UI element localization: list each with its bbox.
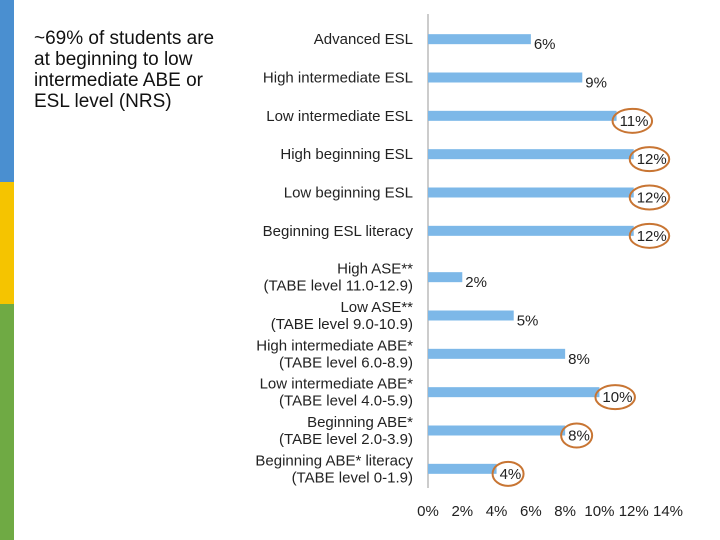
category-label: High beginning ESL xyxy=(280,146,413,163)
category-label: High ASE** xyxy=(337,261,413,278)
x-tick-label: 8% xyxy=(554,503,576,520)
data-label: 12% xyxy=(637,228,667,245)
x-tick-label: 6% xyxy=(520,503,542,520)
category-label: High intermediate ABE* xyxy=(256,337,413,354)
x-tick-label: 4% xyxy=(486,503,508,520)
category-label: Low ASE** xyxy=(340,299,413,316)
highlight-circle xyxy=(628,222,671,249)
category-label: Beginning ABE* literacy xyxy=(255,452,413,469)
data-label: 8% xyxy=(568,351,590,368)
highlight-circle xyxy=(560,422,594,449)
data-label: 10% xyxy=(602,389,632,406)
category-label: Beginning ESL literacy xyxy=(263,223,414,240)
highlight-circle xyxy=(628,146,671,173)
category-label: Low intermediate ESL xyxy=(266,108,413,125)
data-label: 6% xyxy=(534,36,556,53)
x-tick-label: 12% xyxy=(619,503,649,520)
data-label: 12% xyxy=(637,190,667,207)
accent-bar-green xyxy=(0,304,14,540)
x-tick-label: 10% xyxy=(584,503,614,520)
highlight-circle xyxy=(611,107,654,134)
bar xyxy=(428,149,634,160)
bar xyxy=(428,425,566,436)
data-label: 4% xyxy=(500,466,522,483)
accent-bar-blue xyxy=(0,0,14,182)
category-label: High intermediate ESL xyxy=(263,70,413,87)
bar xyxy=(428,110,617,121)
data-label: 9% xyxy=(585,75,607,92)
data-label: 12% xyxy=(637,151,667,168)
bar xyxy=(428,225,634,236)
category-label: Beginning ABE* xyxy=(307,414,413,431)
category-label: Advanced ESL xyxy=(314,31,413,48)
data-label: 2% xyxy=(465,274,487,291)
category-label: (TABE level 4.0-5.9) xyxy=(279,393,413,410)
category-label: (TABE level 11.0-12.9) xyxy=(263,278,413,295)
x-tick-label: 2% xyxy=(451,503,473,520)
x-tick-label: 14% xyxy=(653,503,683,520)
bar xyxy=(428,310,514,321)
bar xyxy=(428,272,463,283)
bar xyxy=(428,463,497,474)
category-label: (TABE level 2.0-3.9) xyxy=(279,431,413,448)
accent-bar-yellow xyxy=(0,182,14,304)
bar xyxy=(428,187,634,198)
x-tick-label: 0% xyxy=(417,503,439,520)
category-label: (TABE level 0-1.9) xyxy=(292,469,413,486)
chart-panel xyxy=(236,0,720,540)
highlight-circle xyxy=(628,184,671,211)
bar xyxy=(428,72,583,83)
highlight-circle xyxy=(594,384,636,411)
summary-caption: ~69% of students are at beginning to low… xyxy=(34,28,215,112)
data-label: 5% xyxy=(517,313,539,330)
category-label: (TABE level 6.0-8.9) xyxy=(279,354,413,371)
category-label: Low intermediate ABE* xyxy=(260,376,414,393)
bar xyxy=(428,34,531,45)
bar xyxy=(428,348,566,359)
category-label: Low beginning ESL xyxy=(284,185,413,202)
bar xyxy=(428,387,600,398)
data-label: 8% xyxy=(568,428,590,445)
category-label: (TABE level 9.0-10.9) xyxy=(271,316,413,333)
data-label: 11% xyxy=(620,113,649,130)
highlight-circle xyxy=(491,460,525,487)
